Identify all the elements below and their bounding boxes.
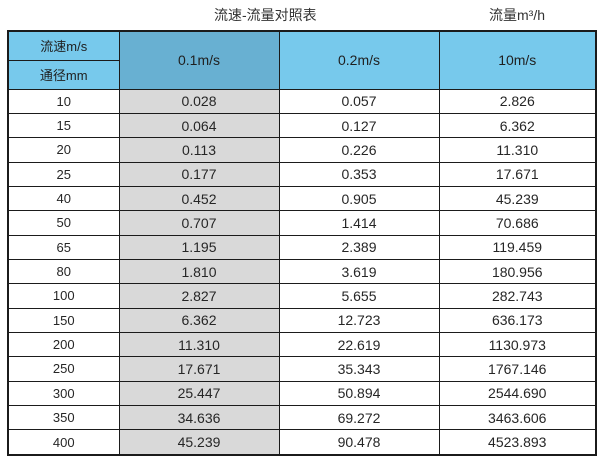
flow-value-cell: 17.671 [438, 161, 597, 187]
diameter-cell: 15 [7, 112, 120, 139]
table-row: 100 2.827 5.655 282.743 [7, 283, 597, 309]
flow-value-cell: 0.064 [118, 112, 280, 139]
flow-unit-label: 流量m³/h [489, 7, 545, 23]
diameter-cell: 20 [7, 137, 120, 163]
flow-value-cell: 1130.973 [438, 331, 597, 358]
column-header-0.1ms: 0.1m/s [118, 30, 280, 90]
table-row: 350 34.636 69.272 3463.606 [7, 404, 597, 431]
flow-value-cell: 1.195 [118, 234, 280, 260]
column-header-10ms: 10m/s [438, 30, 597, 90]
diameter-cell: 300 [7, 380, 120, 406]
flow-value-cell: 3463.606 [438, 404, 597, 431]
flow-value-cell: 282.743 [438, 283, 597, 309]
flow-value-cell: 70.686 [438, 210, 597, 236]
diameter-cell: 200 [7, 331, 120, 358]
flow-value-cell: 2544.690 [438, 380, 597, 406]
flow-value-cell: 0.353 [278, 161, 440, 187]
flow-value-cell: 90.478 [278, 429, 440, 456]
flow-value-cell: 4523.893 [438, 429, 597, 456]
flow-value-cell: 6.362 [438, 112, 597, 139]
corner-diameter-label: 通径mm [7, 59, 120, 90]
diameter-cell: 150 [7, 307, 120, 333]
table-body: 10 0.028 0.057 2.826 15 0.064 0.127 6.362 20 0.11… [7, 88, 597, 456]
flow-value-cell: 0.452 [118, 185, 280, 212]
table-row: 10 0.028 0.057 2.826 [7, 88, 597, 114]
table-row: 50 0.707 1.414 70.686 [7, 210, 597, 236]
flow-value-cell: 0.113 [118, 137, 280, 163]
flow-value-cell: 45.239 [438, 185, 597, 212]
table-title: 流速-流量对照表 [214, 7, 317, 23]
flow-value-cell: 180.956 [438, 258, 597, 285]
flow-value-cell: 69.272 [278, 404, 440, 431]
flow-value-cell: 0.905 [278, 185, 440, 212]
corner-velocity-label: 流速m/s [7, 30, 120, 61]
flow-value-cell: 0.707 [118, 210, 280, 236]
flow-value-cell: 0.028 [118, 88, 280, 114]
flow-value-cell: 0.127 [278, 112, 440, 139]
table-row: 20 0.113 0.226 11.310 [7, 137, 597, 163]
column-header-0.2ms: 0.2m/s [278, 30, 440, 90]
flow-value-cell: 0.226 [278, 137, 440, 163]
flow-value-cell: 2.826 [438, 88, 597, 114]
table-row: 400 45.239 90.478 4523.893 [7, 429, 597, 456]
flow-value-cell: 0.177 [118, 161, 280, 187]
flow-value-cell: 2.389 [278, 234, 440, 260]
flow-value-cell: 636.173 [438, 307, 597, 333]
diameter-cell: 100 [7, 283, 120, 309]
flow-value-cell: 50.894 [278, 380, 440, 406]
header-row-diameter: 通径mm [7, 59, 596, 90]
flow-value-cell: 12.723 [278, 307, 440, 333]
flow-value-cell: 1767.146 [438, 356, 597, 382]
flow-value-cell: 6.362 [118, 307, 280, 333]
flow-conversion-table: 流速m/s 0.1m/s 0.2m/s 10m/s 通径mm 10 0.028 0.… [7, 30, 597, 456]
flow-value-cell: 35.343 [278, 356, 440, 382]
diameter-cell: 400 [7, 429, 120, 456]
diameter-cell: 25 [7, 161, 120, 187]
table-row: 80 1.810 3.619 180.956 [7, 258, 597, 285]
header-row-velocity: 流速m/s 0.1m/s 0.2m/s 10m/s [7, 30, 597, 90]
table-row: 300 25.447 50.894 2544.690 [7, 380, 597, 406]
flow-value-cell: 34.636 [118, 404, 280, 431]
flow-value-cell: 119.459 [438, 234, 597, 260]
table-row: 15 0.064 0.127 6.362 [7, 112, 597, 139]
flow-value-cell: 3.619 [278, 258, 440, 285]
diameter-cell: 350 [7, 404, 120, 431]
diameter-cell: 80 [7, 258, 120, 285]
flow-value-cell: 25.447 [118, 380, 280, 406]
flow-value-cell: 0.057 [278, 88, 440, 114]
flow-value-cell: 11.310 [438, 137, 597, 163]
table-header: 流速m/s 0.1m/s 0.2m/s 10m/s 通径mm [7, 30, 597, 90]
diameter-cell: 10 [7, 88, 120, 114]
flow-value-cell: 2.827 [118, 283, 280, 309]
diameter-cell: 40 [7, 185, 120, 212]
table-row: 25 0.177 0.353 17.671 [7, 161, 597, 187]
flow-value-cell: 11.310 [118, 331, 280, 358]
table-row: 65 1.195 2.389 119.459 [7, 234, 597, 260]
flow-value-cell: 1.414 [278, 210, 440, 236]
flow-value-cell: 17.671 [118, 356, 280, 382]
diameter-cell: 250 [7, 356, 120, 382]
flow-value-cell: 22.619 [278, 331, 440, 358]
table-row: 200 11.310 22.619 1130.973 [7, 331, 597, 358]
flow-value-cell: 1.810 [118, 258, 280, 285]
table-row: 40 0.452 0.905 45.239 [7, 185, 597, 212]
flow-value-cell: 45.239 [118, 429, 280, 456]
diameter-cell: 50 [7, 210, 120, 236]
diameter-cell: 65 [7, 234, 120, 260]
table-row: 150 6.362 12.723 636.173 [7, 307, 597, 333]
table-row: 250 17.671 35.343 1767.146 [7, 356, 597, 382]
flow-value-cell: 5.655 [278, 283, 440, 309]
